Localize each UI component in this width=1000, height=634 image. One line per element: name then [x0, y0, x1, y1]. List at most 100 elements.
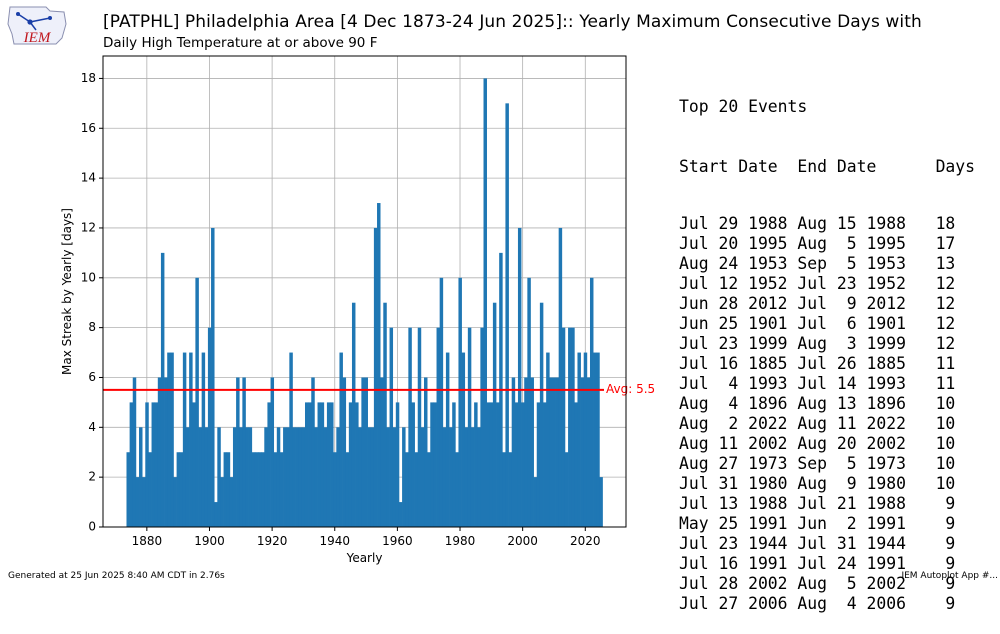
bar [505, 103, 508, 527]
bar [327, 402, 330, 527]
bar [446, 353, 449, 527]
x-tick-label: 2000 [507, 534, 538, 548]
bar [371, 427, 374, 527]
bar [562, 328, 565, 527]
bar [468, 328, 471, 527]
bar [490, 402, 493, 527]
bar [437, 328, 440, 527]
bar [321, 402, 324, 527]
bar [177, 452, 180, 527]
bar [133, 377, 136, 527]
bar [408, 328, 411, 527]
y-tick-label: 4 [88, 420, 96, 434]
bar [289, 353, 292, 527]
y-tick-label: 10 [81, 270, 96, 284]
bar [346, 452, 349, 527]
bar [195, 278, 198, 527]
bar [543, 402, 546, 527]
bar [336, 427, 339, 527]
footer-generated: Generated at 25 Jun 2025 8:40 AM CDT in … [8, 571, 225, 581]
bar [424, 377, 427, 527]
x-tick-label: 1980 [445, 534, 476, 548]
bar [577, 353, 580, 527]
bar [365, 377, 368, 527]
bar [274, 452, 277, 527]
bar [245, 427, 248, 527]
bar [180, 452, 183, 527]
bar [474, 402, 477, 527]
bar [286, 427, 289, 527]
table-row: Jul 23 1944 Jul 31 1944 9 [679, 534, 975, 554]
bar [252, 452, 255, 527]
bar [130, 402, 133, 527]
bar [430, 402, 433, 527]
bar [236, 377, 239, 527]
bar [186, 427, 189, 527]
bar [534, 477, 537, 527]
average-label: Avg: 5.5 [606, 382, 655, 396]
table-rows: Jul 29 1988 Aug 15 1988 18 Jul 20 1995 Au… [679, 214, 975, 614]
bar [546, 353, 549, 527]
bar [568, 328, 571, 527]
bar [258, 452, 261, 527]
table-row: Jun 28 2012 Jul 9 2012 12 [679, 294, 975, 314]
bar [214, 502, 217, 527]
table-row: May 25 1991 Jun 2 1991 9 [679, 514, 975, 534]
bar [515, 402, 518, 527]
bar [339, 353, 342, 527]
bar [374, 228, 377, 527]
table-row: Aug 4 1896 Aug 13 1896 10 [679, 394, 975, 414]
bar [527, 278, 530, 527]
bar [355, 402, 358, 527]
bar [167, 353, 170, 527]
bar [449, 427, 452, 527]
bar [255, 452, 258, 527]
bar [418, 328, 421, 527]
bar [593, 353, 596, 527]
bar [267, 402, 270, 527]
table-row: Aug 11 2002 Aug 20 2002 10 [679, 434, 975, 454]
x-tick-label: 1940 [319, 534, 350, 548]
table-row: Jul 29 1988 Aug 15 1988 18 [679, 214, 975, 234]
bar [217, 427, 220, 527]
table-row: Jul 12 1952 Jul 23 1952 12 [679, 274, 975, 294]
bar [471, 427, 474, 527]
table-row: Jul 13 1988 Jul 21 1988 9 [679, 494, 975, 514]
bar [343, 377, 346, 527]
bar [277, 427, 280, 527]
table-row: Aug 27 1973 Sep 5 1973 10 [679, 454, 975, 474]
bar [211, 228, 214, 527]
bar [305, 402, 308, 527]
bar [411, 402, 414, 527]
y-tick-label: 16 [81, 121, 96, 135]
bar [224, 452, 227, 527]
table-row: Jul 4 1993 Jul 14 1993 11 [679, 374, 975, 394]
bar [261, 452, 264, 527]
bar [390, 328, 393, 527]
bar [199, 427, 202, 527]
bar [540, 303, 543, 527]
bar [443, 427, 446, 527]
bar [183, 353, 186, 527]
bar [142, 477, 145, 527]
bar [415, 452, 418, 527]
bar [512, 377, 515, 527]
bar [314, 427, 317, 527]
bar [308, 402, 311, 527]
y-tick-label: 6 [88, 370, 96, 384]
bar [584, 353, 587, 527]
bar [192, 402, 195, 527]
y-axis-label: Max Streak by Yearly [days] [60, 208, 74, 375]
bar [292, 427, 295, 527]
bar-series [126, 78, 602, 527]
y-tick-label: 8 [88, 320, 96, 334]
table-row: Jun 25 1901 Jul 6 1901 12 [679, 314, 975, 334]
bar [574, 402, 577, 527]
table-row: Jul 27 2006 Aug 4 2006 9 [679, 594, 975, 614]
y-tick-label: 2 [88, 470, 96, 484]
bar [493, 303, 496, 527]
x-tick-label: 1920 [257, 534, 288, 548]
bar [421, 427, 424, 527]
bar [361, 377, 364, 527]
bar [405, 452, 408, 527]
